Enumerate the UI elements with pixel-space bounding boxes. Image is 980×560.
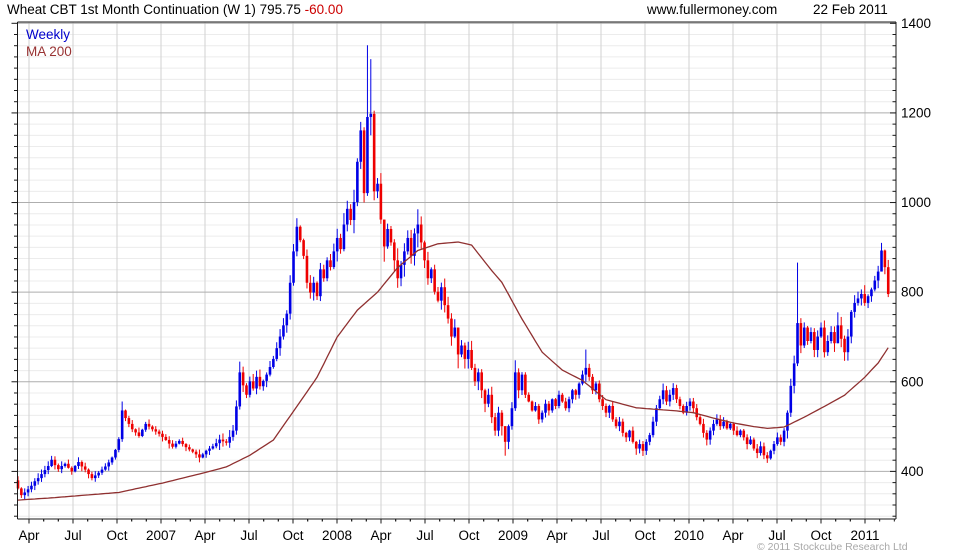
website-text: www.fullermoney.com [647, 2, 778, 17]
x-axis-labels: Apr Jul Oct 2007 Apr Jul Oct 2008 Apr Jul Oct 2009 A… [18, 528, 879, 543]
y-tick-label: 1200 [901, 105, 931, 120]
y-axis-labels: 400 600 800 1000 1200 1400 [901, 16, 931, 479]
x-tick-label: Jul [768, 528, 785, 543]
x-tick-label: 2007 [146, 528, 176, 543]
x-tick-label: Oct [458, 528, 479, 543]
x-tick-label: Jul [64, 528, 81, 543]
axes [11, 21, 897, 524]
chart-title-text: Wheat CBT 1st Month Continuation (W 1) 7… [7, 2, 301, 17]
x-tick-label: Jul [416, 528, 433, 543]
x-tick-label: Apr [194, 528, 216, 543]
legend-ma200: MA 200 [26, 44, 72, 59]
x-tick-label: Apr [546, 528, 568, 543]
x-tick-label: Oct [810, 528, 831, 543]
x-tick-label: Apr [722, 528, 744, 543]
y-tick-label: 800 [901, 285, 924, 300]
chart-title: Wheat CBT 1st Month Continuation (W 1) 7… [7, 2, 343, 17]
legend-weekly: Weekly [26, 27, 71, 42]
y-tick-label: 1400 [901, 16, 931, 31]
x-tick-label: Oct [634, 528, 655, 543]
x-tick-label: Apr [18, 528, 40, 543]
x-tick-label: 2010 [674, 528, 704, 543]
y-tick-label: 600 [901, 374, 924, 389]
x-tick-label: 2008 [322, 528, 352, 543]
x-tick-label: Jul [592, 528, 609, 543]
grid [17, 22, 896, 519]
copyright-text: © 2011 Stockcube Research Ltd [757, 541, 908, 553]
x-tick-label: Apr [370, 528, 392, 543]
x-tick-label: 2011 [850, 528, 879, 543]
ma-line [17, 241, 889, 501]
y-tick-label: 1000 [901, 195, 931, 210]
x-tick-label: 2009 [498, 528, 528, 543]
x-tick-label: Jul [240, 528, 257, 543]
date-text: 22 Feb 2011 [813, 2, 888, 17]
x-tick-label: Oct [106, 528, 127, 543]
price-bars [16, 45, 890, 500]
price-change: -60.00 [304, 2, 343, 17]
x-tick-label: Oct [282, 528, 303, 543]
y-tick-label: 400 [901, 464, 924, 479]
